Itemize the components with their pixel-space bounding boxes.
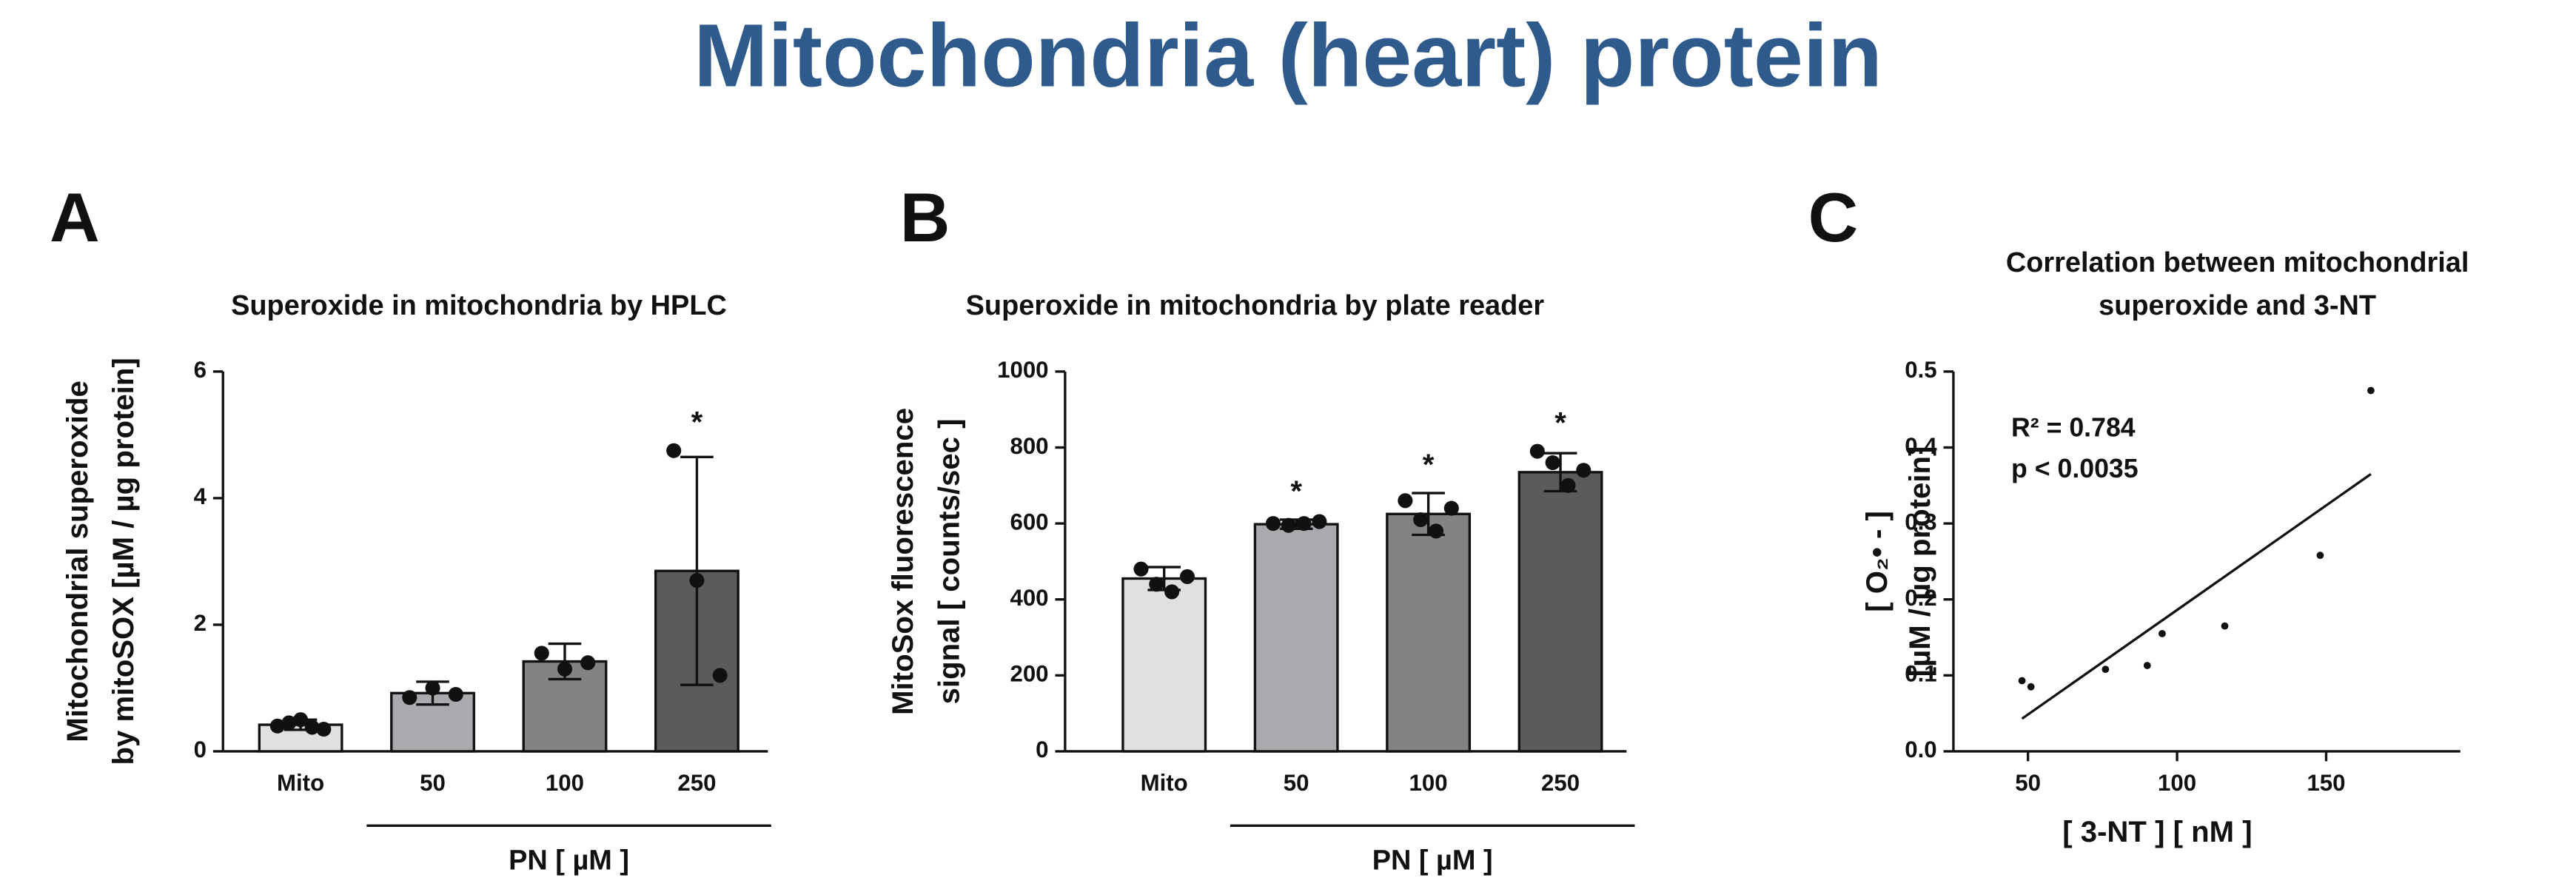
error-bar — [680, 455, 714, 686]
y-tick-label: 4 — [194, 483, 207, 509]
x-tick-label: 250 — [677, 770, 716, 796]
chart-title: superoxide and 3-NT — [2099, 290, 2376, 321]
y-tick-label: 1000 — [997, 357, 1048, 383]
y-tick-label: 400 — [1010, 585, 1048, 611]
data-point — [425, 680, 440, 696]
y-tick-label: 0.0 — [1905, 737, 1936, 762]
data-point — [1576, 463, 1591, 478]
data-point — [2102, 666, 2110, 674]
data-point — [1312, 514, 1327, 529]
x-tick-label: 100 — [2158, 770, 2196, 796]
data-point — [2027, 683, 2035, 691]
data-point — [534, 646, 549, 661]
x-tick-label: Mito — [1141, 770, 1188, 796]
data-point — [580, 655, 596, 671]
y-axis-label: [ O₂• - ] — [1860, 511, 1894, 612]
data-point — [1428, 523, 1444, 539]
bar — [1386, 512, 1472, 753]
data-point — [1296, 516, 1312, 532]
figure-title: Mitochondria (heart) protein — [694, 6, 1882, 106]
y-tick-label: 0.5 — [1905, 357, 1936, 383]
panel-letter: B — [900, 178, 950, 256]
y-tick-label: 800 — [1010, 433, 1048, 459]
data-point — [2159, 629, 2166, 637]
chart-title: Correlation between mitochondrial — [2006, 247, 2469, 278]
data-point — [1413, 512, 1429, 528]
fit-line — [2021, 473, 2372, 720]
x-tick-label: 50 — [2015, 770, 2041, 796]
data-point — [1529, 443, 1545, 459]
significance-star: * — [1423, 448, 1435, 481]
y-axis-label: signal [ counts/sec ] — [933, 418, 966, 704]
x-tick-label: 50 — [1284, 770, 1309, 796]
x-tick-label: 250 — [1541, 770, 1580, 796]
y-tick-label: 6 — [194, 357, 207, 383]
panel-letter: C — [1808, 178, 1859, 256]
data-point — [304, 720, 320, 735]
x-axis-label: [ 3-NT ] [ nM ] — [2062, 815, 2252, 848]
data-point — [666, 443, 682, 458]
y-tick-label: 200 — [1010, 661, 1048, 687]
data-point — [293, 712, 309, 728]
y-axis-label: MitoSox fluorescence — [886, 408, 919, 715]
annotation: R² = 0.784 — [2011, 412, 2136, 442]
data-point — [269, 718, 285, 734]
y-tick-label: 0.4 — [1905, 433, 1937, 459]
data-point — [281, 715, 297, 731]
data-point — [1164, 584, 1180, 600]
y-axis-label: by mitoSOX [µM / µg protein] — [107, 358, 140, 765]
data-point — [1281, 517, 1296, 533]
y-axis-label: [µM / µg protein] — [1903, 446, 1936, 677]
x-tick-label: 100 — [1409, 770, 1448, 796]
data-point — [448, 686, 463, 703]
data-point — [712, 668, 728, 683]
data-point — [2316, 552, 2324, 560]
y-tick-label: 0.2 — [1905, 585, 1936, 611]
data-point — [1149, 577, 1164, 592]
data-point — [316, 721, 332, 737]
data-point — [557, 661, 573, 677]
chart-title: Superoxide in mitochondria by HPLC — [231, 290, 727, 321]
significance-star: * — [1554, 406, 1566, 440]
data-point — [1560, 477, 1576, 493]
chart-title: Superoxide in mitochondria by plate read… — [966, 290, 1545, 321]
y-tick-label: 0.1 — [1905, 661, 1936, 687]
y-tick-label: 600 — [1010, 509, 1048, 534]
group-label: PN [ µM ] — [509, 845, 629, 876]
bar — [1121, 577, 1207, 753]
bar — [1517, 471, 1603, 753]
data-point — [402, 690, 417, 705]
x-tick-label: Mito — [277, 770, 324, 796]
data-point — [689, 573, 705, 589]
group-label: PN [ µM ] — [1372, 845, 1493, 876]
annotation: p < 0.0035 — [2011, 454, 2139, 483]
data-point — [1545, 455, 1560, 471]
x-tick-label: 100 — [546, 770, 584, 796]
data-point — [2018, 677, 2026, 685]
data-point — [1265, 516, 1281, 532]
x-tick-label: 50 — [420, 770, 446, 796]
x-tick-label: 150 — [2307, 770, 2345, 796]
data-point — [1133, 561, 1149, 577]
data-point — [2367, 386, 2375, 395]
y-axis-label: Mitochondrial superoxide — [61, 381, 94, 742]
significance-star: * — [1290, 475, 1302, 508]
data-point — [1398, 493, 1413, 509]
significance-star: * — [691, 406, 703, 439]
y-tick-label: 0 — [194, 737, 207, 762]
data-point — [1443, 500, 1459, 516]
bar — [1253, 523, 1339, 753]
data-point — [2221, 622, 2229, 630]
y-tick-label: 0 — [1036, 737, 1048, 762]
data-point — [1179, 569, 1195, 584]
y-tick-label: 0.3 — [1905, 509, 1936, 534]
panel-letter: A — [50, 178, 100, 256]
data-point — [2143, 662, 2151, 669]
y-tick-label: 2 — [194, 610, 207, 636]
